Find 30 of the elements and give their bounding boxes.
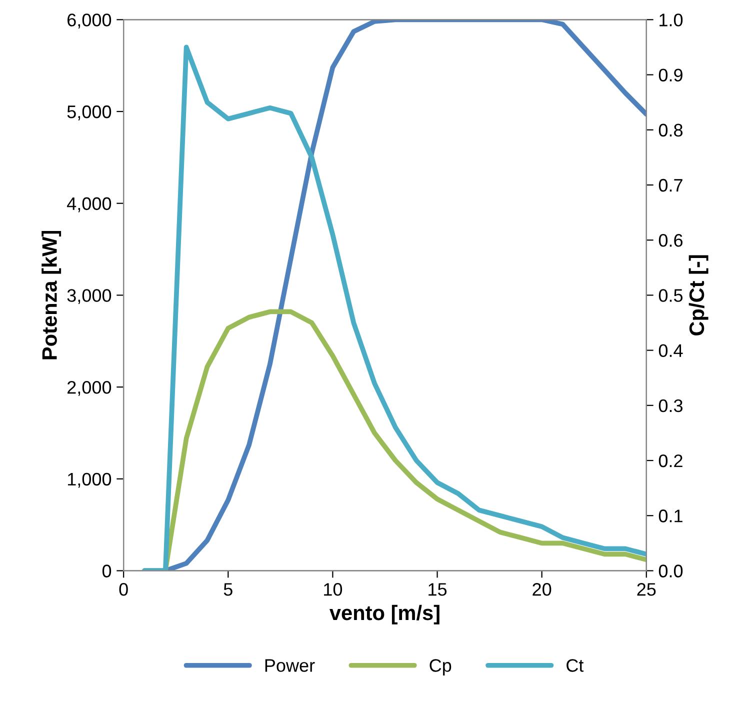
y-tick-label: 4,000 [67, 197, 112, 212]
legend-label: Cp [430, 659, 452, 676]
y-axis-title: Potenza [kW] [42, 230, 62, 360]
x-tick-label: 25 [637, 583, 656, 596]
y-tick-label: 2,000 [68, 380, 112, 396]
y-tick-label: 6,000 [68, 14, 112, 29]
y2-tick-label: 0.0 [658, 564, 683, 578]
y2-axis-title: Cp/Ct [-] [688, 255, 708, 336]
y2-tick-label: 0.3 [658, 399, 682, 412]
y2-tick-label: 1.0 [660, 14, 683, 26]
y2-tick-label: 0.1 [658, 510, 682, 522]
x-axis-title: vento [m/s] [330, 604, 440, 624]
x-tick-label: 0 [119, 583, 128, 596]
y-tick-label: 0 [102, 564, 112, 578]
y2-tick-label: 0.8 [658, 124, 683, 137]
y-tick-label: 5,000 [67, 105, 112, 120]
x-tick-label: 10 [324, 583, 342, 596]
x-tick-label: 5 [224, 583, 232, 596]
y-tick-label: 1,000 [68, 472, 112, 488]
y2-tick-label: 0.5 [658, 289, 683, 302]
x-tick-label: 15 [428, 583, 447, 596]
x-tick-label: 20 [532, 583, 552, 596]
y2-tick-label: 0.2 [658, 454, 682, 468]
y2-tick-label: 0.4 [658, 344, 683, 358]
legend-label: Ct [566, 659, 584, 672]
y2-tick-label: 0.6 [658, 234, 682, 247]
y2-tick-label: 0.9 [658, 68, 682, 82]
legend-label: Power [265, 659, 315, 672]
y2-tick-label: 0.7 [658, 178, 682, 192]
y-tick-label: 3,000 [67, 289, 112, 304]
